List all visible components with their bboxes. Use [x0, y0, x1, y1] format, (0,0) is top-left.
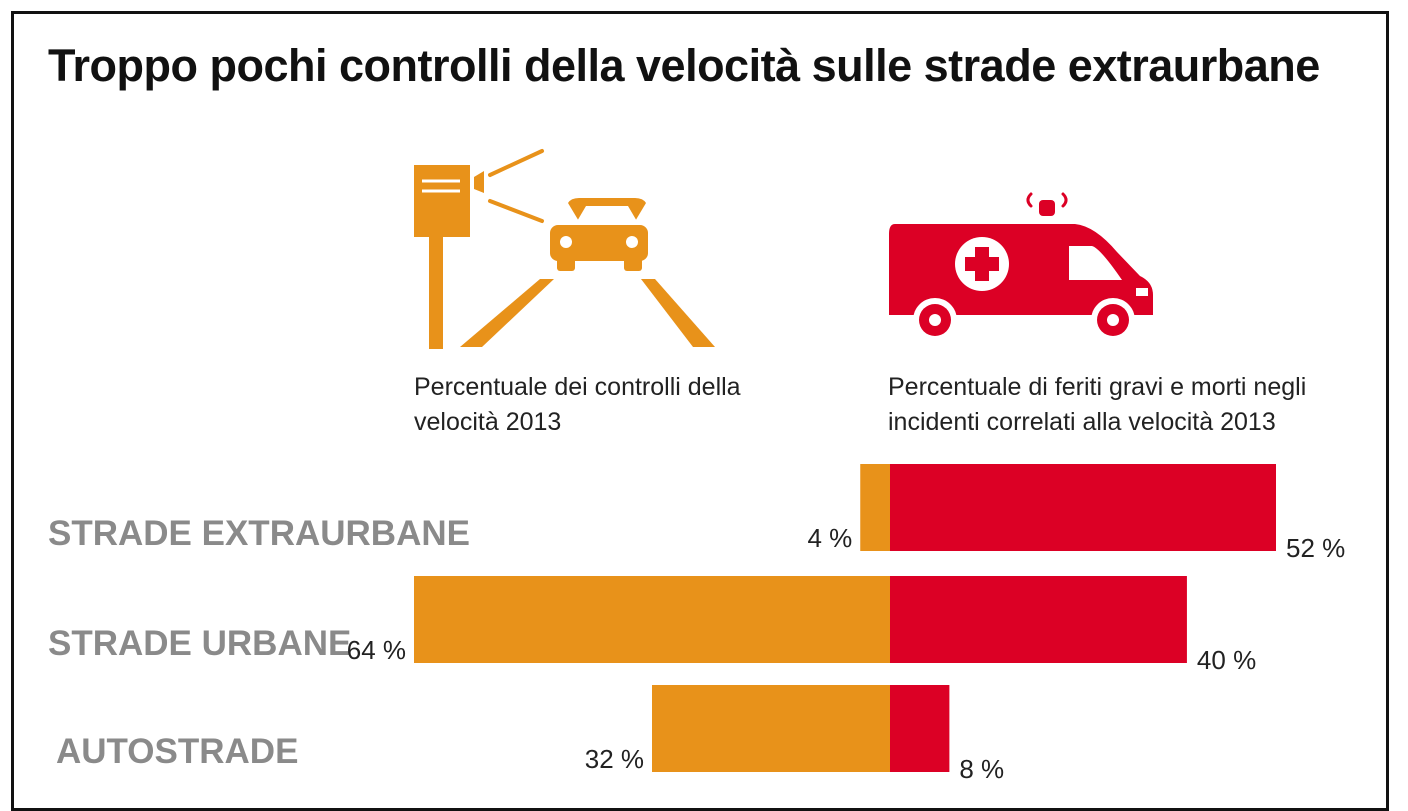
casualties-bar — [890, 576, 1187, 663]
speed-camera-car-icon — [414, 149, 715, 349]
casualties-bar — [890, 685, 950, 772]
category-label-extraurbane: STRADE EXTRAURBANE — [48, 514, 470, 553]
controls-value-label: 64 % — [346, 635, 406, 665]
casualties-value-label: 8 % — [959, 754, 1005, 784]
legend-controls-text: Percentuale dei controlli della velocità… — [414, 373, 741, 436]
controls-bar — [652, 685, 890, 772]
controls-value-label: 4 % — [807, 523, 853, 553]
casualties-value-label: 52 % — [1286, 533, 1346, 563]
controls-value-label: 32 % — [584, 744, 644, 774]
ambulance-icon — [889, 192, 1153, 342]
controls-bar — [860, 464, 890, 551]
chart-title: Troppo pochi controlli della velocità su… — [48, 40, 1320, 91]
controls-bar — [414, 576, 890, 663]
legend-casualties-text: Percentuale di feriti gravi e morti negl… — [888, 373, 1307, 436]
diverging-bar-chart — [414, 464, 1276, 772]
infographic-frame — [11, 11, 1389, 811]
casualties-bar — [890, 464, 1276, 551]
category-label-autostrade: AUTOSTRADE — [56, 732, 299, 771]
category-label-urbane: STRADE URBANE — [48, 624, 352, 663]
casualties-value-label: 40 % — [1196, 645, 1257, 675]
